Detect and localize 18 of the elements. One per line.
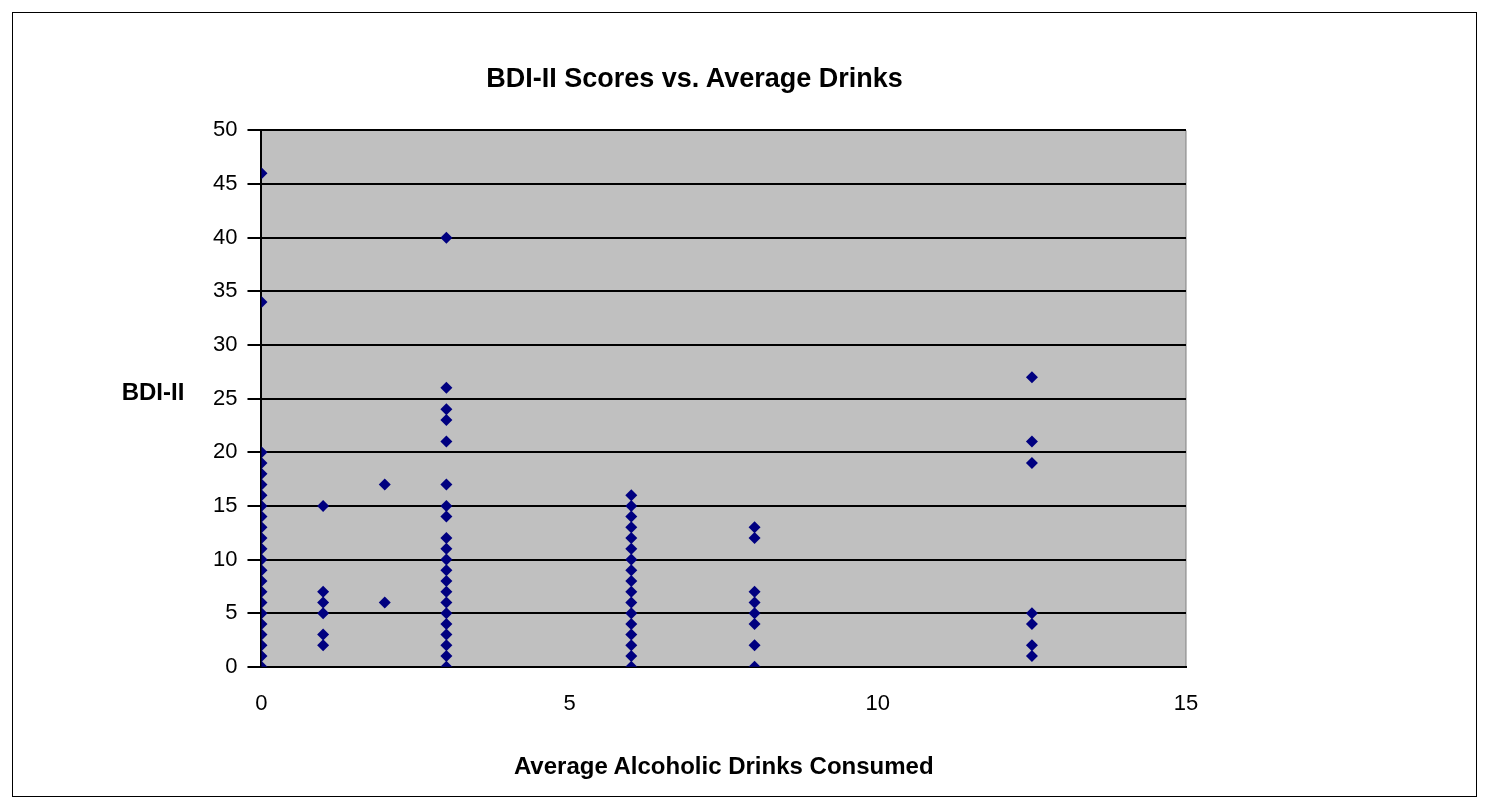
x-tick-label: 15 <box>1173 690 1199 716</box>
y-tick-label: 35 <box>212 277 238 303</box>
y-tick-label: 10 <box>212 545 238 571</box>
y-tick-label: 40 <box>212 223 238 249</box>
chart-title: BDI-II Scores vs. Average Drinks <box>486 62 903 93</box>
y-tick-label: 15 <box>212 491 238 517</box>
y-tick-label: 25 <box>212 384 238 410</box>
y-tick-label: 0 <box>225 652 238 678</box>
y-tick-label: 45 <box>212 170 238 196</box>
x-tick-label: 0 <box>255 690 268 716</box>
x-tick-label: 10 <box>865 690 891 716</box>
y-axis-title: BDI-II <box>121 378 185 406</box>
y-tick-label: 5 <box>225 599 238 625</box>
y-tick-label: 20 <box>212 438 238 464</box>
y-tick-label: 50 <box>212 116 238 142</box>
x-tick-label: 5 <box>563 690 576 716</box>
y-tick-label: 30 <box>212 331 238 357</box>
x-axis-title: Average Alcoholic Drinks Consumed <box>513 752 934 780</box>
